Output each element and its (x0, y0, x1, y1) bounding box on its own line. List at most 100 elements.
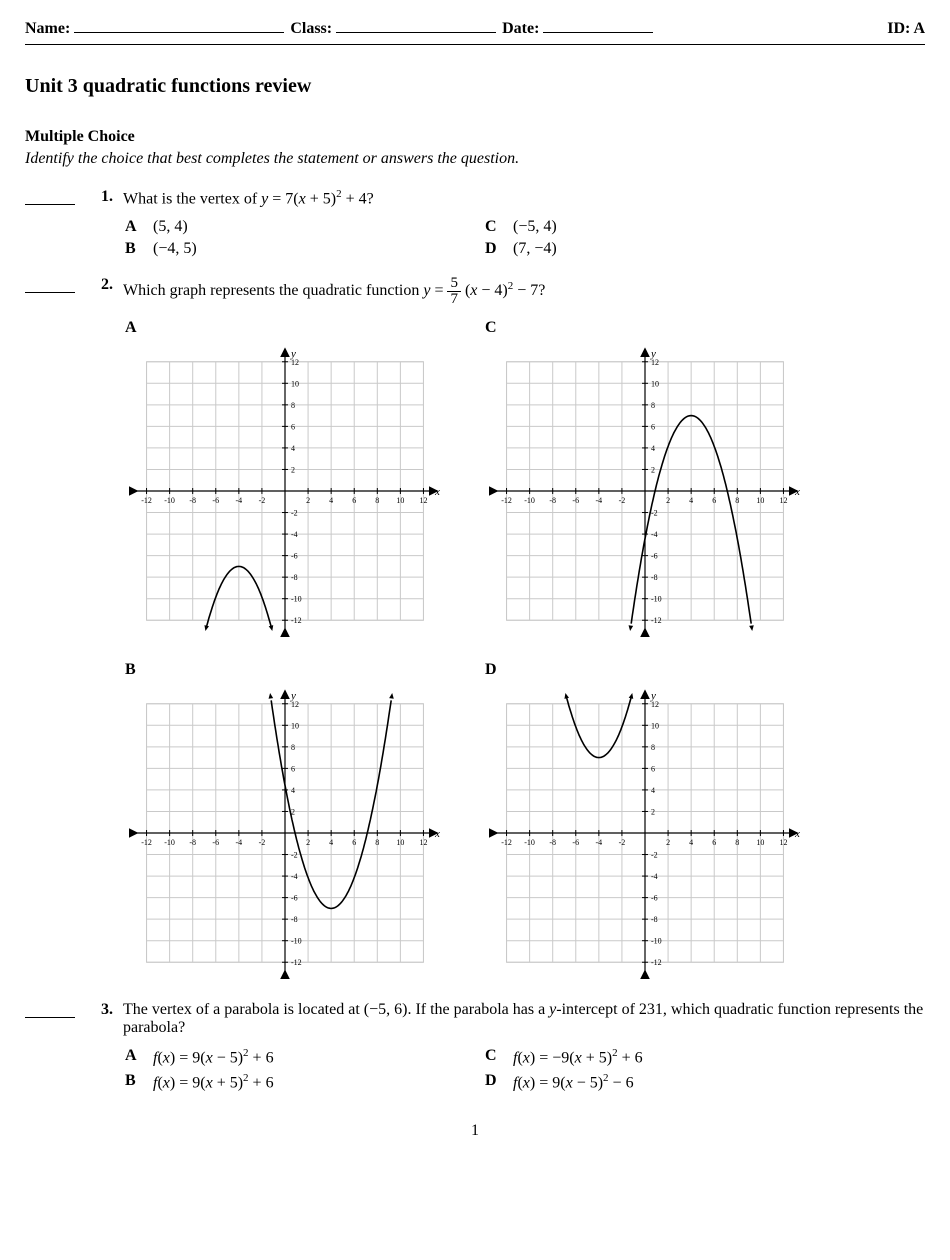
graph-A[interactable]: A -12-10-8-6-4-224681012-12-10-8-6-4-224… (125, 319, 485, 641)
svg-text:12: 12 (779, 838, 787, 847)
svg-text:-6: -6 (212, 496, 219, 505)
svg-text:-10: -10 (651, 937, 662, 946)
svg-text:4: 4 (689, 496, 693, 505)
svg-text:-10: -10 (164, 838, 175, 847)
page-number: 1 (25, 1122, 925, 1140)
svg-text:8: 8 (291, 743, 295, 752)
coordinate-plane-C: -12-10-8-6-4-224681012-12-10-8-6-4-22468… (485, 341, 805, 641)
svg-text:10: 10 (651, 722, 659, 731)
svg-text:-10: -10 (164, 496, 175, 505)
question-2: 2. Which graph represents the quadratic … (25, 276, 925, 307)
svg-text:-10: -10 (651, 595, 662, 604)
svg-text:-2: -2 (291, 509, 298, 518)
graph-B[interactable]: B -12-10-8-6-4-224681012-12-10-8-6-4-224… (125, 661, 485, 983)
answer-blank[interactable] (25, 1001, 75, 1018)
svg-text:10: 10 (651, 380, 659, 389)
svg-text:6: 6 (291, 423, 295, 432)
choice-text: (5, 4) (153, 218, 188, 236)
id-label: ID: A (887, 20, 925, 38)
svg-text:-6: -6 (651, 894, 658, 903)
question-number: 3. (87, 1001, 123, 1037)
svg-text:y: y (290, 348, 296, 360)
svg-text:8: 8 (651, 401, 655, 410)
svg-text:-10: -10 (524, 838, 535, 847)
choice-text: f(x) = 9(x − 5)2 − 6 (513, 1072, 634, 1092)
graph-label: A (125, 319, 485, 337)
svg-text:-4: -4 (291, 872, 298, 881)
q1-text-pre: What is the vertex of (123, 190, 261, 207)
coordinate-plane-B: -12-10-8-6-4-224681012-12-10-8-6-4-22468… (125, 683, 445, 983)
worksheet-title: Unit 3 quadratic functions review (25, 75, 925, 98)
coordinate-plane-D: -12-10-8-6-4-224681012-12-10-8-6-4-22468… (485, 683, 805, 983)
svg-text:10: 10 (756, 838, 764, 847)
svg-text:-4: -4 (236, 496, 243, 505)
section-label: Multiple Choice (25, 128, 925, 146)
svg-text:-2: -2 (619, 838, 626, 847)
choice-D[interactable]: D(7, −4) (485, 240, 845, 258)
svg-text:-6: -6 (572, 838, 579, 847)
svg-text:-10: -10 (291, 937, 302, 946)
question-text: What is the vertex of y = 7(x + 5)2 + 4? (123, 188, 925, 208)
svg-text:8: 8 (651, 743, 655, 752)
q3-choices: Af(x) = 9(x − 5)2 + 6 Cf(x) = −9(x + 5)2… (125, 1047, 925, 1092)
svg-text:-8: -8 (189, 496, 196, 505)
svg-text:6: 6 (352, 496, 356, 505)
graph-label: D (485, 661, 845, 679)
svg-text:4: 4 (689, 838, 693, 847)
svg-text:10: 10 (396, 496, 404, 505)
svg-text:4: 4 (291, 786, 295, 795)
svg-text:-2: -2 (259, 496, 266, 505)
svg-text:x: x (794, 486, 800, 498)
svg-text:-2: -2 (651, 509, 658, 518)
q2-graphs: A -12-10-8-6-4-224681012-12-10-8-6-4-224… (125, 319, 925, 983)
svg-text:8: 8 (735, 838, 739, 847)
svg-text:-6: -6 (212, 838, 219, 847)
svg-text:2: 2 (306, 496, 310, 505)
svg-text:-10: -10 (524, 496, 535, 505)
svg-text:-10: -10 (291, 595, 302, 604)
choice-text: f(x) = 9(x − 5)2 + 6 (153, 1047, 274, 1067)
choice-D[interactable]: Df(x) = 9(x − 5)2 − 6 (485, 1072, 845, 1092)
choice-B[interactable]: Bf(x) = 9(x + 5)2 + 6 (125, 1072, 485, 1092)
svg-text:-6: -6 (572, 496, 579, 505)
choice-C[interactable]: Cf(x) = −9(x + 5)2 + 6 (485, 1047, 845, 1067)
svg-text:12: 12 (419, 496, 427, 505)
name-blank[interactable] (74, 32, 284, 33)
svg-text:4: 4 (291, 444, 295, 453)
choice-text: f(x) = 9(x + 5)2 + 6 (153, 1072, 274, 1092)
svg-text:6: 6 (651, 765, 655, 774)
graph-D[interactable]: D -12-10-8-6-4-224681012-12-10-8-6-4-224… (485, 661, 845, 983)
svg-text:4: 4 (651, 444, 655, 453)
svg-text:10: 10 (756, 496, 764, 505)
question-text: Which graph represents the quadratic fun… (123, 276, 925, 307)
worksheet-header: Name: Class: Date: ID: A (25, 20, 925, 38)
graph-C[interactable]: C -12-10-8-6-4-224681012-12-10-8-6-4-224… (485, 319, 845, 641)
class-blank[interactable] (336, 32, 496, 33)
header-rule (25, 44, 925, 45)
svg-text:-4: -4 (236, 838, 243, 847)
svg-text:-8: -8 (549, 496, 556, 505)
date-blank[interactable] (543, 32, 653, 33)
svg-text:12: 12 (419, 838, 427, 847)
svg-text:4: 4 (329, 838, 333, 847)
choice-text: (7, −4) (513, 240, 557, 258)
svg-text:-8: -8 (549, 838, 556, 847)
svg-text:-4: -4 (651, 530, 658, 539)
question-3: 3. The vertex of a parabola is located a… (25, 1001, 925, 1037)
svg-text:10: 10 (291, 722, 299, 731)
svg-text:-12: -12 (501, 496, 512, 505)
svg-text:x: x (434, 486, 440, 498)
svg-text:-4: -4 (596, 496, 603, 505)
svg-text:6: 6 (352, 838, 356, 847)
svg-text:6: 6 (712, 496, 716, 505)
svg-text:-6: -6 (291, 552, 298, 561)
choice-A[interactable]: Af(x) = 9(x − 5)2 + 6 (125, 1047, 485, 1067)
svg-text:6: 6 (651, 423, 655, 432)
graph-label: B (125, 661, 485, 679)
answer-blank[interactable] (25, 276, 75, 293)
choice-B[interactable]: B(−4, 5) (125, 240, 485, 258)
choice-A[interactable]: A(5, 4) (125, 218, 485, 236)
choice-C[interactable]: C(−5, 4) (485, 218, 845, 236)
answer-blank[interactable] (25, 188, 75, 205)
svg-text:2: 2 (651, 808, 655, 817)
